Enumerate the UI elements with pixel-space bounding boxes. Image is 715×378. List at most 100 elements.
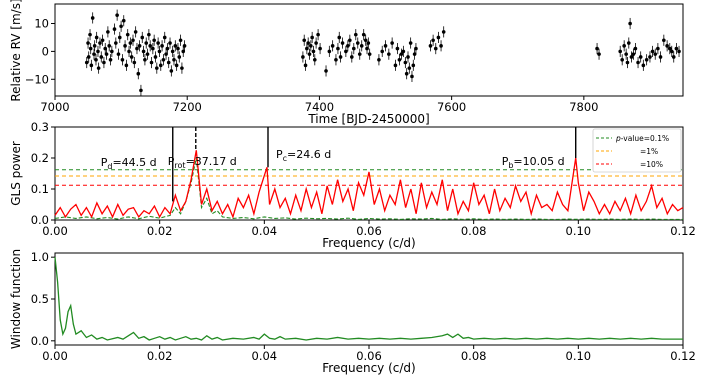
- legend-entry: p-value=0.1%: [615, 134, 669, 143]
- rv-point: [359, 44, 364, 48]
- x-tick-label: 0.06: [356, 349, 382, 363]
- y-axis-label: Relative RV [m/s]: [9, 0, 23, 102]
- period-label: Pd=44.5 d: [101, 156, 157, 171]
- gls-series-dashed: [54, 157, 683, 220]
- y-tick-label: 0.5: [31, 292, 49, 306]
- rv-point: [114, 41, 118, 45]
- rv-point: [181, 49, 186, 54]
- rv-point: [115, 13, 119, 17]
- rv-point: [144, 41, 149, 45]
- y-tick-label: 0.1: [31, 182, 49, 196]
- rv-point: [667, 46, 672, 51]
- y-tick-label: −10: [25, 72, 49, 86]
- rv-point: [127, 49, 131, 54]
- rv-point: [407, 66, 412, 70]
- rv-point: [363, 38, 368, 43]
- rv-point: [86, 55, 91, 59]
- rv-point: [176, 46, 180, 51]
- rv-point: [136, 71, 141, 76]
- rv-point: [311, 49, 316, 54]
- rv-point: [307, 52, 312, 56]
- rv-point: [155, 66, 159, 70]
- x-axis-label: Frequency (c/d): [322, 236, 415, 250]
- rv-point: [641, 63, 646, 68]
- x-tick-label: 0.12: [670, 349, 696, 363]
- rv-point: [312, 57, 317, 62]
- rv-point: [351, 46, 356, 51]
- rv-point: [100, 38, 105, 43]
- rv-point: [340, 41, 345, 45]
- rv-point: [178, 38, 183, 43]
- rv-point: [638, 55, 643, 59]
- rv-point: [397, 57, 402, 62]
- y-tick-label: 1.0: [31, 250, 49, 264]
- rv-point: [92, 44, 97, 48]
- rv-point: [164, 52, 168, 56]
- rv-point: [346, 44, 350, 48]
- x-tick-label: 0.10: [566, 224, 592, 238]
- y-tick-label: 10: [34, 17, 49, 31]
- rv-point: [671, 55, 676, 59]
- rv-point: [143, 57, 147, 62]
- rv-point: [120, 57, 125, 62]
- rv-point: [624, 52, 628, 56]
- axes-gls: 0.00 0.02 0.04 0.06 0.08 0.10 0.12 0.0 0.1 0.2 0.3…: [9, 120, 696, 250]
- rv-point: [182, 44, 187, 48]
- rv-point: [633, 46, 638, 51]
- rv-point: [412, 52, 417, 56]
- rv-point: [383, 44, 388, 48]
- rv-point: [338, 55, 343, 59]
- rv-point: [393, 63, 398, 68]
- rv-point: [324, 69, 328, 73]
- rv-point: [119, 24, 123, 29]
- rv-point: [334, 57, 338, 62]
- rv-points: [84, 9, 681, 96]
- rv-point: [102, 60, 106, 65]
- rv-point: [107, 44, 112, 48]
- rv-point: [139, 88, 143, 93]
- rv-point: [88, 46, 93, 51]
- rv-point: [166, 60, 171, 65]
- rv-point: [106, 30, 110, 34]
- gls-series-solid: [54, 150, 684, 219]
- rv-point: [124, 63, 129, 68]
- y-tick-label: 0: [42, 44, 49, 58]
- rv-point: [629, 55, 634, 59]
- y-axis-label: Window function: [9, 249, 23, 349]
- rv-point: [88, 32, 92, 37]
- legend-entry: =10%: [640, 160, 663, 169]
- rv-point: [622, 44, 626, 48]
- rv-point: [408, 41, 413, 45]
- rv-point: [147, 32, 151, 37]
- rv-point: [310, 35, 314, 40]
- rv-point: [161, 57, 166, 62]
- rv-point: [626, 41, 631, 45]
- rv-point: [355, 41, 360, 45]
- x-tick-label: 7200: [173, 100, 202, 114]
- rv-point: [350, 55, 354, 59]
- rv-point: [650, 49, 655, 54]
- rv-point: [674, 46, 679, 51]
- rv-point: [148, 44, 152, 48]
- x-tick-label: 0.04: [252, 349, 278, 363]
- rv-point: [157, 49, 162, 54]
- rv-point: [123, 44, 127, 48]
- rv-point: [303, 63, 308, 68]
- rv-point: [301, 55, 305, 59]
- rv-point: [306, 41, 310, 45]
- rv-point: [441, 30, 446, 34]
- rv-point: [96, 66, 101, 70]
- rv-point: [401, 49, 406, 54]
- rv-point: [618, 49, 622, 54]
- rv-point: [436, 35, 441, 40]
- rv-point: [377, 57, 381, 62]
- rv-point: [336, 46, 340, 51]
- rv-point: [305, 46, 309, 51]
- x-tick-label: 0.08: [461, 349, 487, 363]
- axes-frame: [54, 3, 684, 97]
- period-label: Prot=37.17 d: [168, 155, 237, 170]
- rv-point: [395, 46, 400, 51]
- rv-point: [117, 35, 122, 40]
- legend: p-value=0.1% =1% =10%: [592, 128, 682, 173]
